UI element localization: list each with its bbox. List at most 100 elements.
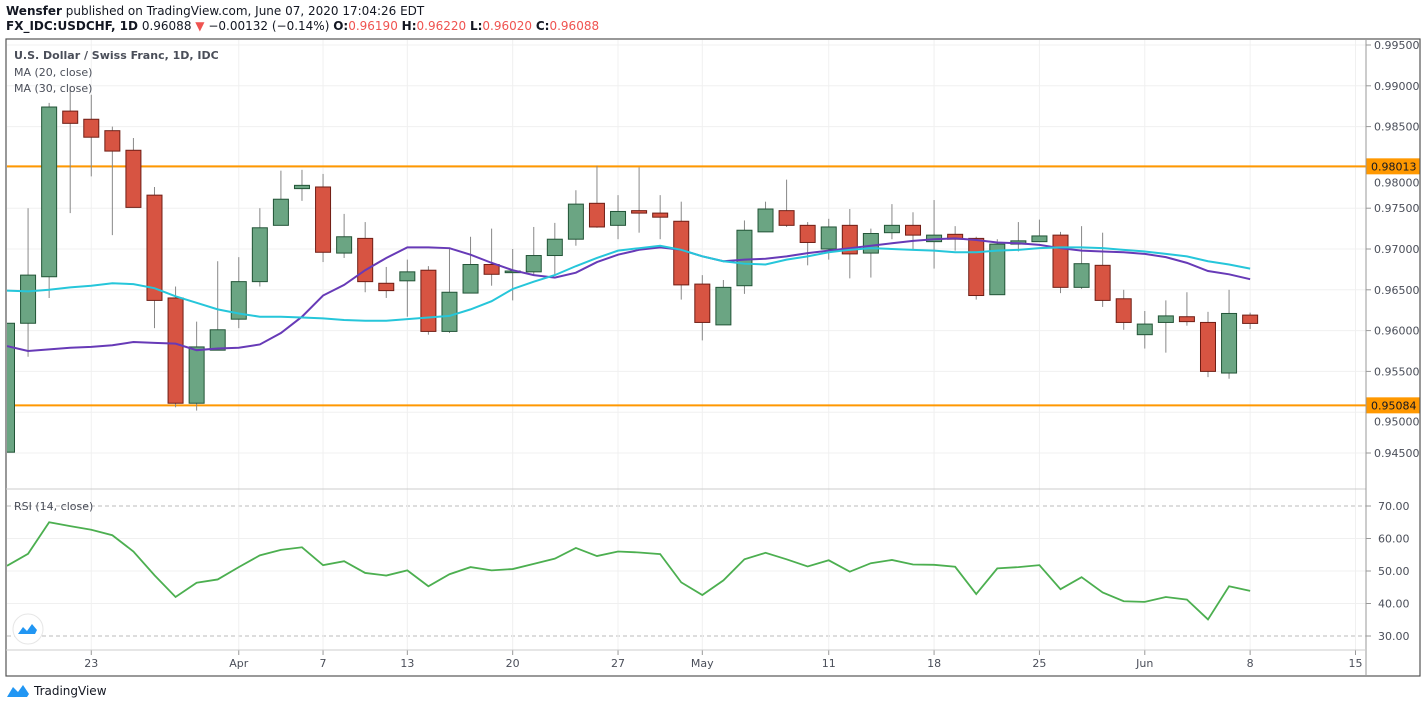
low-value: 0.96020 bbox=[482, 19, 533, 33]
candle-up bbox=[293, 169, 310, 201]
candle-down bbox=[357, 222, 374, 293]
rsi-axis-label: 50.00 bbox=[1378, 565, 1410, 578]
candle-body bbox=[1221, 312, 1238, 374]
candle-up bbox=[1031, 219, 1048, 243]
high-label: H: bbox=[401, 19, 417, 33]
candle-body bbox=[462, 264, 479, 294]
candle-up bbox=[462, 236, 479, 294]
candle-body bbox=[610, 210, 627, 226]
price-line-badge bbox=[1366, 397, 1420, 414]
time-axis-label: 27 bbox=[611, 657, 625, 670]
candle-down bbox=[83, 94, 100, 177]
candle-down bbox=[968, 236, 985, 300]
candle-up bbox=[1073, 226, 1090, 289]
high-value: 0.96220 bbox=[416, 19, 467, 33]
publish-info: Wensfer published on TradingView.com, Ju… bbox=[6, 4, 424, 18]
candle-body bbox=[209, 329, 226, 351]
candle-body bbox=[1094, 264, 1111, 301]
candle-body bbox=[778, 210, 795, 226]
tradingview-logo[interactable]: TradingView bbox=[6, 684, 107, 698]
candle-up bbox=[1010, 222, 1027, 252]
triangle-down-icon: ▼ bbox=[195, 19, 205, 33]
candle-body bbox=[83, 118, 100, 138]
candle-down bbox=[315, 173, 332, 263]
candle-up bbox=[188, 321, 205, 411]
candle-body bbox=[1242, 314, 1259, 324]
rsi-pane bbox=[7, 521, 1251, 621]
price-axis-label: 0.99500 bbox=[1374, 39, 1420, 52]
time-axis-label: 23 bbox=[84, 657, 98, 670]
candle-up bbox=[399, 259, 416, 317]
candle-body bbox=[588, 202, 605, 228]
low-label: L: bbox=[469, 19, 483, 33]
candle-body bbox=[125, 149, 142, 208]
candle-up bbox=[757, 201, 774, 233]
candle-body bbox=[272, 198, 289, 226]
price-axis-label: 0.94500 bbox=[1374, 447, 1420, 460]
candle-up bbox=[41, 102, 58, 298]
legend-ma20[interactable]: MA (20, close) bbox=[14, 66, 92, 79]
candle-body bbox=[694, 283, 711, 323]
candle-body bbox=[736, 229, 753, 287]
price-axis-label: 0.96000 bbox=[1374, 325, 1420, 338]
price-line-label: 0.95084 bbox=[1371, 399, 1417, 412]
brand-name: TradingView bbox=[34, 684, 107, 698]
price-line-label: 0.98013 bbox=[1371, 160, 1417, 173]
candle-body bbox=[20, 274, 37, 324]
horizontal-lines[interactable] bbox=[7, 165, 1366, 407]
axes: 0.99500 0.99000 0.98500 0.98000 0.97500 0.970… bbox=[84, 39, 1420, 670]
time-axis-label: 15 bbox=[1348, 657, 1362, 670]
price-axis-label: 0.97500 bbox=[1374, 202, 1420, 215]
candle-body bbox=[251, 227, 268, 283]
candle-down bbox=[905, 212, 922, 250]
candle-up bbox=[1136, 311, 1153, 349]
candle-up bbox=[715, 280, 732, 326]
legend-ma30[interactable]: MA (30, close) bbox=[14, 82, 92, 95]
candle-down bbox=[1115, 289, 1132, 330]
close-value: 0.96088 bbox=[549, 19, 600, 33]
time-axis-label: 13 bbox=[400, 657, 414, 670]
chart-frame bbox=[5, 38, 1421, 677]
time-axis-label: 7 bbox=[320, 657, 327, 670]
candle-up bbox=[251, 208, 268, 287]
price-change: −0.00132 (−0.14%) bbox=[208, 19, 330, 33]
candle-body bbox=[631, 210, 648, 214]
candle-body bbox=[546, 238, 563, 257]
candle-body bbox=[1031, 235, 1048, 243]
symbol-info: FX_IDC:USDCHF, 1D 0.96088 ▼ −0.00132 (−0… bbox=[6, 19, 599, 33]
candle-down bbox=[841, 209, 858, 279]
candle-up bbox=[525, 226, 542, 276]
candle-body bbox=[1115, 298, 1132, 323]
time-axis-label: May bbox=[691, 657, 714, 670]
candle-body bbox=[293, 184, 310, 190]
publish-text: published on TradingView.com, June 07, 2… bbox=[65, 4, 425, 18]
candle-body bbox=[41, 106, 58, 278]
candle-body bbox=[1157, 315, 1174, 323]
candle-body bbox=[1178, 316, 1195, 323]
time-axis-label: 18 bbox=[927, 657, 941, 670]
rsi-line bbox=[7, 521, 1251, 621]
candle-body bbox=[1199, 321, 1216, 372]
candle-body bbox=[757, 208, 774, 233]
candle-up bbox=[610, 195, 627, 240]
candle-body bbox=[883, 224, 900, 234]
candle-down bbox=[1199, 311, 1216, 378]
candle-body bbox=[167, 297, 184, 404]
candle-down bbox=[588, 165, 605, 228]
candle-down bbox=[778, 179, 795, 227]
candle-up bbox=[989, 239, 1006, 296]
candle-body bbox=[968, 237, 985, 297]
time-axis-label: 20 bbox=[506, 657, 520, 670]
symbol: FX_IDC:USDCHF, 1D bbox=[6, 19, 138, 33]
tradingview-watermark-icon[interactable] bbox=[12, 613, 44, 645]
price-axis-label: 0.95500 bbox=[1374, 365, 1420, 378]
candle-down bbox=[167, 286, 184, 408]
rsi-title[interactable]: RSI (14, close) bbox=[14, 500, 93, 513]
author-name[interactable]: Wensfer bbox=[6, 4, 62, 18]
price-line-badge bbox=[1366, 158, 1420, 175]
candle-body bbox=[673, 220, 690, 286]
rsi-axis-label: 60.00 bbox=[1378, 533, 1410, 546]
candle-body bbox=[399, 271, 416, 282]
candle-up bbox=[862, 228, 879, 278]
